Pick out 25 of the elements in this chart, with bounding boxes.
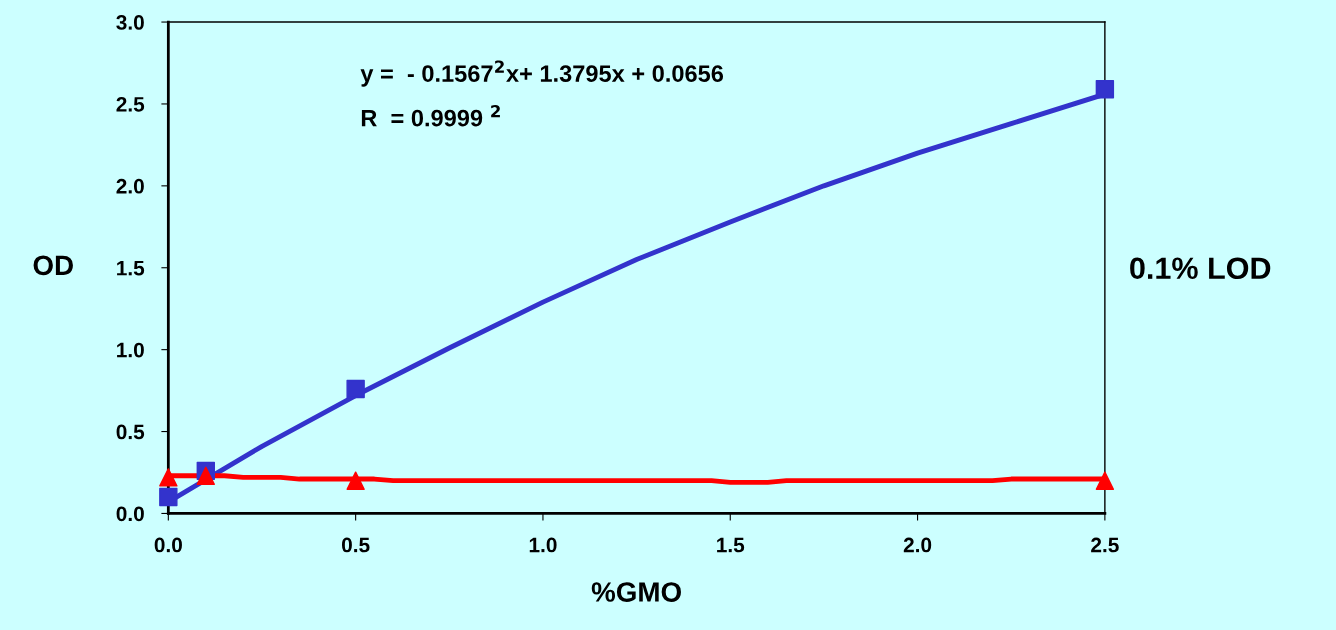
text: 0.1% LOD: [1130, 257, 1271, 280]
y-tick-label: 0.0: [116, 506, 144, 522]
x-tick-label: 1.0: [529, 537, 557, 553]
point: [159, 468, 178, 487]
point: [346, 471, 365, 490]
point: [196, 466, 215, 485]
y-tick-label: 2.0: [116, 178, 144, 194]
point: [346, 379, 365, 399]
point: [1095, 471, 1115, 490]
y-tick-label: 0.5: [116, 424, 145, 440]
y-tick-label: 3.0: [116, 15, 144, 30]
x-tick-label: 2.5: [1091, 537, 1119, 553]
y-tick-label: 1.5: [117, 260, 145, 276]
x-tick-label: 2.0: [903, 537, 932, 553]
point: [1095, 80, 1115, 99]
point: [159, 487, 178, 507]
x-tick-label: 0.0: [154, 537, 182, 553]
x-tick-label: 0.5: [341, 537, 370, 553]
annotation: R = 0.9999 $^{2}$: [361, 104, 500, 127]
annotation: y = - 0.1567$^{2}$x+ 1.3795x + 0.0656: [360, 60, 724, 87]
y-tick-label: 1.0: [117, 342, 144, 358]
x-tick-label: 1.5: [717, 537, 745, 553]
y-axis-title: OD: [33, 255, 73, 276]
x-axis-title: %GMO: [591, 582, 681, 602]
y-tick-label: 2.5: [116, 96, 145, 112]
